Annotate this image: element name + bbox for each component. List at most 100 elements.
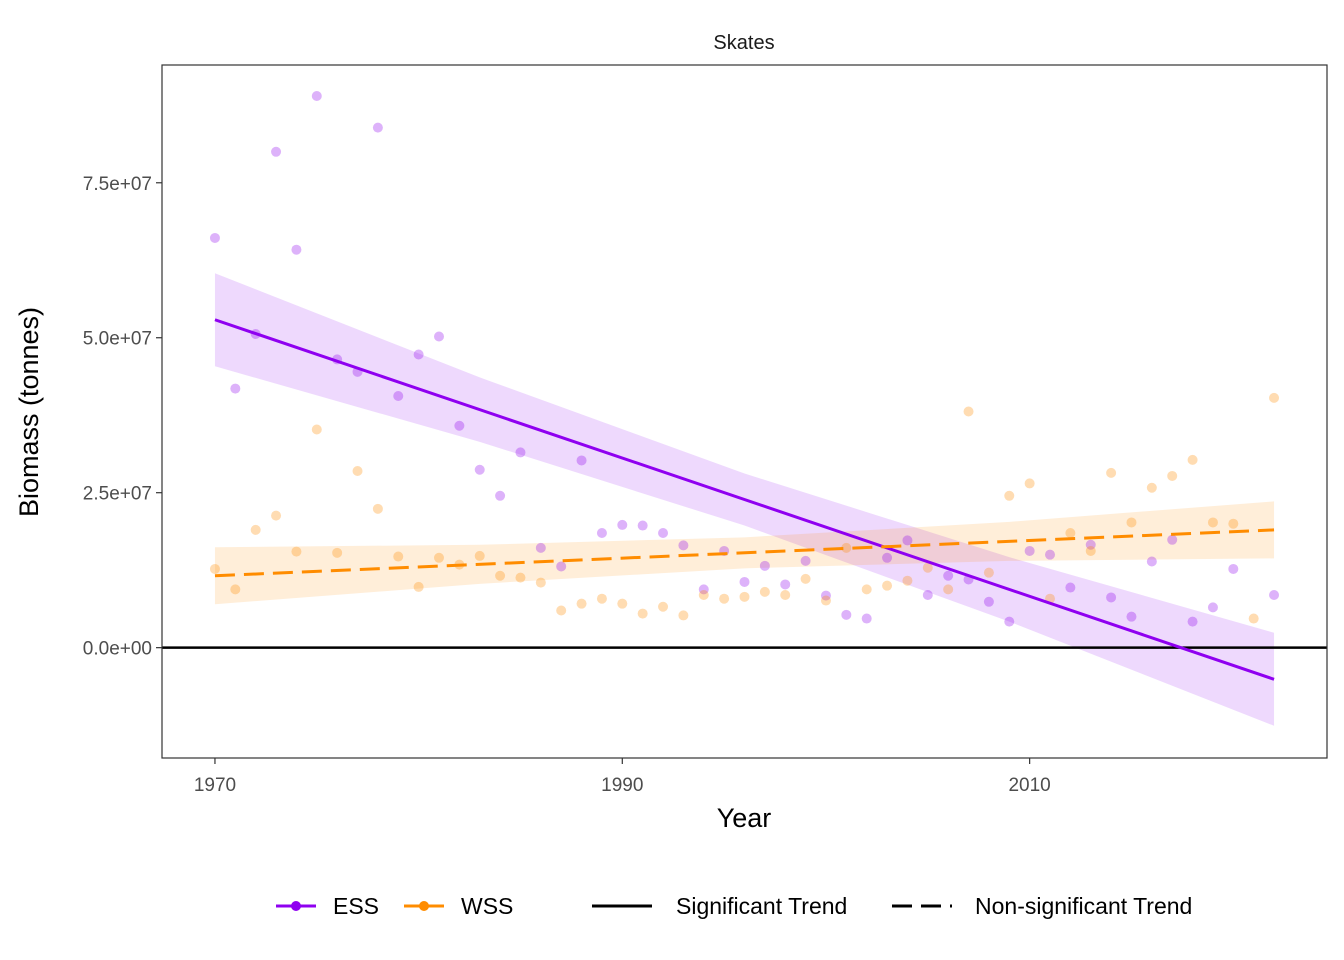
x-tick-label: 1990 [601,775,643,796]
data-point-wss [393,551,404,562]
data-point-ess [515,447,526,458]
data-point-ess [698,584,709,595]
y-tick-label: 2.5e+07 [83,484,152,505]
data-point-ess [658,527,669,538]
data-point-ess [1207,602,1218,613]
x-tick-label: 2010 [1008,775,1050,796]
data-point-ess [983,596,994,607]
data-point-wss [1085,545,1096,556]
data-point-wss [1207,517,1218,528]
data-point-ess [209,232,220,243]
data-point-ess [1228,563,1239,574]
data-point-ess [576,455,587,466]
data-point-wss [271,510,282,521]
data-point-wss [1167,470,1178,481]
strip-title: Skates [713,32,774,54]
data-point-ess [1106,592,1117,603]
x-axis-title: Year [717,803,772,833]
data-point-wss [596,593,607,604]
data-point-wss [1065,527,1076,538]
data-point-ess [291,244,302,255]
data-point-wss [698,589,709,600]
data-point-wss [433,552,444,563]
data-point-ess [1146,556,1157,567]
legend-key-wss-point [419,901,429,911]
data-point-ess [1085,539,1096,550]
data-point-wss [861,584,872,595]
data-point-ess [820,590,831,601]
x-axis: 1970 1990 2010 [194,758,1051,796]
data-point-ess [1126,611,1137,622]
data-point-ess [800,555,811,566]
data-point-ess [271,146,282,157]
data-point-ess [882,552,893,563]
data-point-wss [576,598,587,609]
data-point-wss [1126,517,1137,528]
data-point-wss [1106,467,1117,478]
data-point-wss [943,584,954,595]
data-point-wss [556,605,567,616]
legend-label-wss: WSS [461,893,513,919]
data-point-wss [1228,518,1239,529]
data-point-wss [474,550,485,561]
data-point-ess [1004,616,1015,627]
data-point-ess [413,349,424,360]
data-point-ess [311,90,322,101]
data-point-wss [637,608,648,619]
data-point-wss [1248,613,1259,624]
trend-line-wss [214,528,1275,578]
data-point-ess [678,540,689,551]
trend-lines [162,318,1327,681]
data-point-wss [250,524,261,535]
data-point-wss [515,572,526,583]
data-point-wss [209,563,220,574]
data-point-ess [841,609,852,620]
data-point-ess [902,535,913,546]
legend-label-significant: Significant Trend [676,893,847,919]
data-point-ess [454,420,465,431]
data-point-wss [719,593,730,604]
data-point-wss [922,562,933,573]
data-point-ess [780,579,791,590]
data-point-ess [393,391,404,402]
data-point-ess [1024,545,1035,556]
data-point-wss [820,595,831,606]
data-point-ess [943,570,954,581]
data-point-wss [963,406,974,417]
data-point-wss [332,547,343,558]
points [209,90,1280,627]
data-point-ess [556,561,567,572]
data-point-wss [882,580,893,591]
data-point-ess [230,383,241,394]
y-axis: 0.0e+00 2.5e+07 5.0e+07 7.5e+07 [83,174,162,660]
data-point-wss [780,589,791,600]
data-point-wss [372,503,383,514]
data-point-wss [413,581,424,592]
data-point-ess [1167,534,1178,545]
data-point-wss [678,610,689,621]
data-point-wss [658,601,669,612]
data-point-wss [1269,392,1280,403]
data-point-ess [922,589,933,600]
y-tick-label: 7.5e+07 [83,174,152,195]
data-point-ess [637,520,648,531]
data-point-ess [739,576,750,587]
data-point-ess [372,122,383,133]
data-point-wss [352,466,363,477]
data-point-wss [311,424,322,435]
panel-border [161,64,1328,759]
data-point-ess [1269,589,1280,600]
data-point-wss [1146,482,1157,493]
data-point-ess [759,560,770,571]
data-point-wss [739,591,750,602]
legend-key-ess-point [291,901,301,911]
data-point-wss [535,577,546,588]
data-point-ess [433,331,444,342]
x-tick-label: 1970 [194,775,236,796]
data-point-wss [1024,478,1035,489]
data-point-ess [596,527,607,538]
data-point-wss [495,570,506,581]
data-point-wss [230,584,241,595]
data-point-wss [983,567,994,578]
data-point-ess [474,464,485,475]
